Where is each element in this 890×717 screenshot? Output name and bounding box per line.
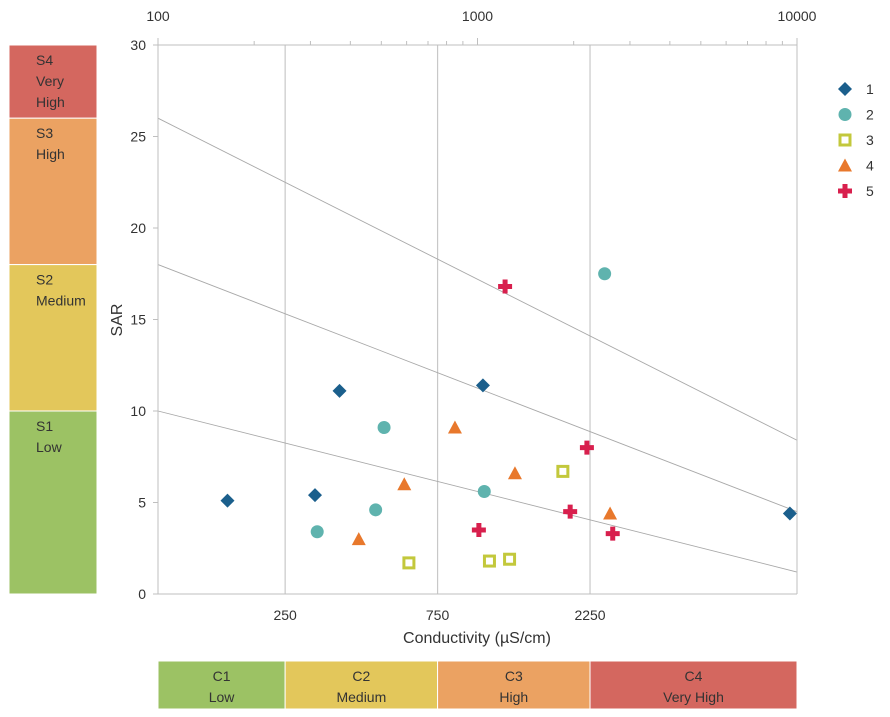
sar-band-label-s4: Very [36, 73, 64, 89]
data-point-series-1 [782, 506, 797, 521]
sar-class-bands: S4 Very High S3 High S2 Medium S1 Low [8, 44, 98, 595]
conductivity-band-label-c1: Low [209, 689, 236, 705]
sar-divider-line [157, 410, 798, 573]
y-tick-label: 30 [130, 37, 146, 53]
conductivity-class-bands: C1 Low C2 Medium C3 High C4 Very High [157, 660, 798, 710]
y-tick-label: 20 [130, 220, 146, 236]
legend-marker-series-3 [838, 133, 852, 147]
data-points [220, 267, 797, 570]
data-point-series-1 [475, 378, 490, 393]
sar-band-label-s1: Low [36, 439, 63, 455]
sar-band-label-s4: High [36, 94, 65, 110]
legend-label-series-5: 5 [866, 183, 874, 199]
sar-band-label-s3: High [36, 146, 65, 162]
data-point-series-1 [307, 488, 322, 503]
y-tick-label: 10 [130, 403, 146, 419]
x-axis-title: Conductivity (µS/cm) [403, 630, 551, 647]
data-point-series-2 [477, 485, 491, 499]
data-point-series-4 [603, 506, 618, 520]
conductivity-band-label-c3: High [499, 689, 528, 705]
data-point-series-4 [397, 477, 412, 491]
data-point-series-4 [351, 532, 366, 546]
data-point-series-2 [377, 420, 391, 434]
y-tick-label: 0 [138, 586, 146, 602]
data-point-series-2 [598, 267, 612, 281]
conductivity-band-c1 [157, 660, 286, 710]
conductivity-band-c4 [589, 660, 798, 710]
legend-label-series-1: 1 [866, 81, 874, 97]
x-tick-label: 750 [426, 607, 450, 623]
sar-band-label-s1: S1 [36, 418, 53, 434]
top-tick-label: 1000 [462, 8, 493, 24]
sar-band-label-s2: S2 [36, 272, 53, 288]
data-point-series-4 [447, 420, 462, 434]
x-tick-label: 250 [273, 607, 297, 623]
data-point-series-5 [563, 504, 578, 519]
conductivity-band-c2 [284, 660, 439, 710]
axes: 100 1000 10000 0 5 10 15 20 25 30 250 750 2250 [130, 8, 816, 623]
data-point-series-5 [579, 440, 594, 455]
y-tick-label: 15 [130, 312, 146, 328]
conductivity-band-label-c4: Very High [663, 689, 724, 705]
legend-marker-series-1 [838, 82, 852, 96]
sar-band-label-s2: Medium [36, 293, 86, 309]
data-point-series-5 [498, 279, 513, 294]
data-point-series-3 [503, 552, 517, 566]
conductivity-band-code-c3: C3 [505, 668, 523, 684]
legend-marker-series-5 [838, 184, 852, 198]
legend-marker-series-2 [838, 108, 852, 121]
y-tick-label: 5 [138, 495, 146, 511]
top-tick-label: 10000 [778, 8, 817, 24]
class-boundary-gridlines [284, 45, 591, 594]
data-point-series-2 [369, 503, 383, 517]
conductivity-band-code-c4: C4 [685, 668, 703, 684]
legend-label-series-2: 2 [866, 107, 874, 123]
data-point-series-1 [332, 383, 347, 398]
sar-divider-line [157, 264, 798, 513]
conductivity-band-code-c2: C2 [352, 668, 370, 684]
legend-marker-series-4 [838, 158, 852, 172]
sar-band-label-s4: S4 [36, 52, 53, 68]
conductivity-band-code-c1: C1 [213, 668, 231, 684]
x-tick-label: 2250 [574, 607, 605, 623]
conductivity-band-c3 [437, 660, 591, 710]
top-tick-label: 100 [146, 8, 170, 24]
sar-band-label-s3: S3 [36, 125, 53, 141]
data-point-series-5 [605, 526, 620, 541]
data-point-series-3 [556, 464, 570, 478]
sar-band-s1 [8, 410, 98, 595]
sar-divider-lines [157, 117, 798, 573]
legend-label-series-4: 4 [866, 158, 874, 174]
data-point-series-4 [507, 466, 522, 480]
data-point-series-5 [471, 522, 486, 537]
data-point-series-3 [482, 554, 496, 568]
sar-band-s4 [8, 44, 98, 119]
sar-band-s2 [8, 264, 98, 412]
sar-divider-line [157, 117, 798, 441]
legend: 1 2 3 4 5 [838, 81, 874, 199]
y-axis-title: SAR [109, 304, 126, 337]
data-point-series-2 [310, 525, 324, 539]
legend-label-series-3: 3 [866, 132, 874, 148]
conductivity-band-label-c2: Medium [336, 689, 386, 705]
sar-band-s3 [8, 117, 98, 266]
y-tick-label: 25 [130, 129, 146, 145]
data-point-series-1 [220, 493, 235, 508]
data-point-series-3 [402, 556, 416, 570]
